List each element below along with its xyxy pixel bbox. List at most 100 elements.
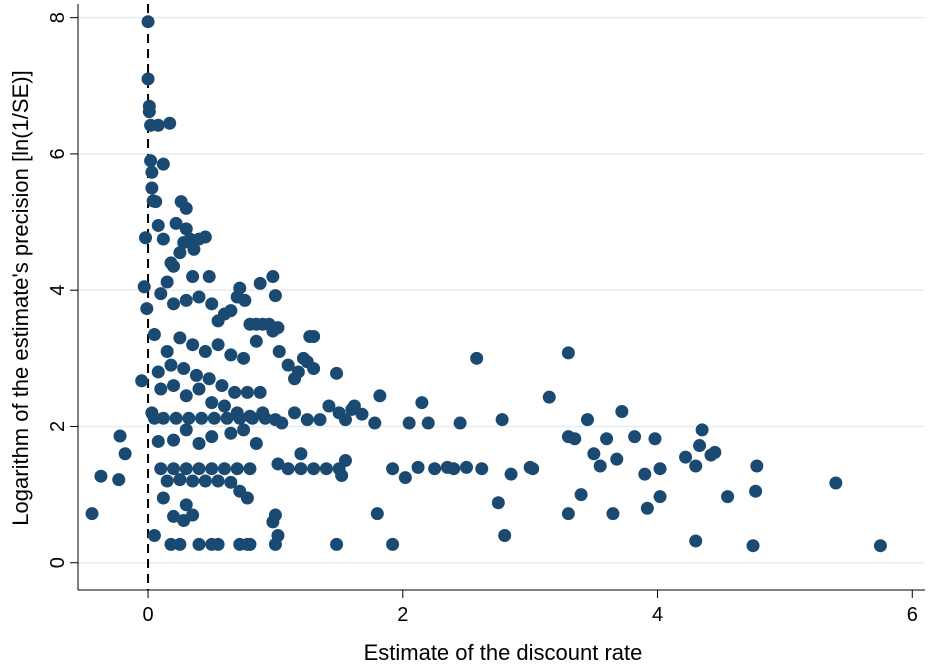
data-point xyxy=(220,411,234,425)
data-point xyxy=(266,270,280,284)
data-point xyxy=(224,475,238,489)
data-point xyxy=(370,507,384,521)
data-point xyxy=(238,293,252,307)
data-point xyxy=(447,462,461,476)
data-point xyxy=(151,365,165,379)
data-point xyxy=(689,534,703,548)
data-point xyxy=(829,476,843,490)
data-point xyxy=(137,280,151,294)
data-point xyxy=(149,195,163,209)
data-point xyxy=(237,423,251,437)
data-point xyxy=(179,423,193,437)
y-ticks: 0 2 4 6 8 xyxy=(47,12,78,568)
data-point xyxy=(163,116,177,130)
data-point xyxy=(587,447,601,461)
data-point xyxy=(271,528,285,542)
data-point xyxy=(695,423,709,437)
data-point xyxy=(386,537,400,551)
data-point xyxy=(167,379,181,393)
data-point xyxy=(173,537,187,551)
data-point xyxy=(151,218,165,232)
data-point xyxy=(495,413,509,427)
x-tick-label: 2 xyxy=(397,604,408,626)
data-point xyxy=(186,508,200,522)
data-point xyxy=(542,390,556,404)
data-point xyxy=(689,459,703,473)
y-tick-label: 0 xyxy=(47,557,69,568)
data-point xyxy=(561,346,575,360)
data-point xyxy=(243,537,257,551)
data-point xyxy=(147,528,161,542)
data-point xyxy=(415,396,429,410)
x-tick-label: 0 xyxy=(142,604,153,626)
data-point xyxy=(873,539,887,553)
data-point xyxy=(85,507,99,521)
data-point xyxy=(167,509,181,523)
data-point xyxy=(275,416,289,430)
data-point xyxy=(574,488,588,502)
data-point xyxy=(721,490,735,504)
y-axis-title: Logarithm of the estimate's precision [l… xyxy=(8,70,33,525)
data-point xyxy=(347,399,361,413)
data-point xyxy=(192,437,206,450)
data-point xyxy=(258,411,272,425)
data-point xyxy=(237,351,251,365)
data-point xyxy=(271,457,285,471)
data-point xyxy=(459,460,473,474)
data-point xyxy=(268,508,282,522)
data-point xyxy=(164,256,178,270)
data-point xyxy=(330,537,344,551)
data-point xyxy=(135,374,149,388)
data-point xyxy=(192,537,206,551)
data-point xyxy=(173,246,187,260)
data-point xyxy=(319,462,333,476)
data-point xyxy=(746,539,760,553)
data-point xyxy=(147,411,161,425)
data-point xyxy=(750,459,764,473)
data-point xyxy=(207,411,221,425)
x-ticks: 0 2 4 6 xyxy=(142,590,918,626)
data-point xyxy=(288,406,302,420)
data-point xyxy=(167,462,181,476)
data-point xyxy=(272,345,286,359)
data-point xyxy=(330,366,344,380)
data-point xyxy=(610,452,624,466)
data-point xyxy=(653,462,667,476)
data-point xyxy=(561,507,575,521)
data-point xyxy=(144,154,158,168)
data-point xyxy=(749,484,763,498)
data-point xyxy=(224,304,238,318)
data-point xyxy=(139,231,153,245)
data-point xyxy=(160,275,174,289)
data-point xyxy=(428,462,442,476)
data-point xyxy=(281,462,295,476)
data-point xyxy=(205,396,219,410)
data-point xyxy=(156,232,170,246)
data-points xyxy=(85,15,887,553)
data-point xyxy=(151,434,165,448)
data-point xyxy=(211,338,225,352)
data-point xyxy=(638,467,652,481)
data-point xyxy=(202,372,216,386)
data-point xyxy=(307,462,321,476)
data-point xyxy=(112,473,126,487)
data-point xyxy=(160,474,174,488)
data-point xyxy=(217,462,231,476)
data-point xyxy=(211,474,225,488)
data-point xyxy=(475,462,489,476)
data-point xyxy=(313,413,327,427)
data-point xyxy=(526,462,540,476)
data-point xyxy=(504,467,518,481)
axes xyxy=(77,4,925,591)
data-point xyxy=(294,462,308,476)
data-point xyxy=(240,385,254,399)
data-point xyxy=(615,404,629,418)
data-point xyxy=(386,462,400,476)
data-point xyxy=(94,469,108,483)
data-point xyxy=(470,351,484,365)
data-point xyxy=(580,413,594,427)
data-point xyxy=(189,368,203,382)
y-tick-label: 8 xyxy=(47,12,69,23)
x-tick-label: 6 xyxy=(907,604,918,626)
